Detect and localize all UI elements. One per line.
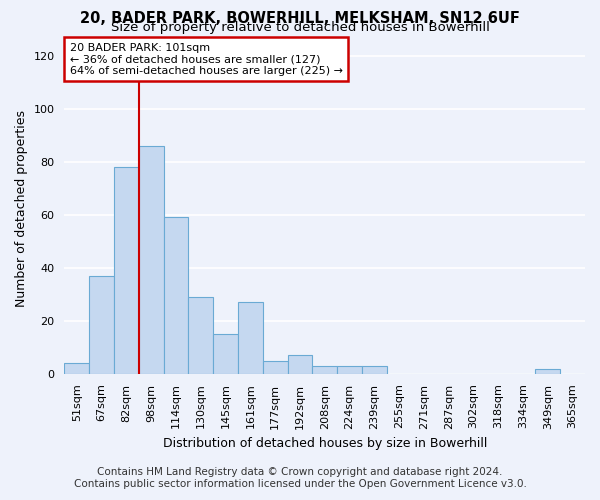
Bar xyxy=(114,167,139,374)
Bar xyxy=(287,356,313,374)
Text: 20, BADER PARK, BOWERHILL, MELKSHAM, SN12 6UF: 20, BADER PARK, BOWERHILL, MELKSHAM, SN1… xyxy=(80,11,520,26)
Bar xyxy=(188,297,213,374)
Text: Size of property relative to detached houses in Bowerhill: Size of property relative to detached ho… xyxy=(110,22,490,35)
Bar xyxy=(313,366,337,374)
Bar xyxy=(213,334,238,374)
Bar xyxy=(263,360,287,374)
Bar xyxy=(89,276,114,374)
Y-axis label: Number of detached properties: Number of detached properties xyxy=(15,110,28,306)
X-axis label: Distribution of detached houses by size in Bowerhill: Distribution of detached houses by size … xyxy=(163,437,487,450)
Bar xyxy=(535,368,560,374)
Bar xyxy=(238,302,263,374)
Bar xyxy=(64,363,89,374)
Bar xyxy=(337,366,362,374)
Bar xyxy=(362,366,386,374)
Bar xyxy=(139,146,164,374)
Text: Contains HM Land Registry data © Crown copyright and database right 2024.
Contai: Contains HM Land Registry data © Crown c… xyxy=(74,468,526,489)
Bar xyxy=(164,218,188,374)
Text: 20 BADER PARK: 101sqm
← 36% of detached houses are smaller (127)
64% of semi-det: 20 BADER PARK: 101sqm ← 36% of detached … xyxy=(70,42,343,76)
